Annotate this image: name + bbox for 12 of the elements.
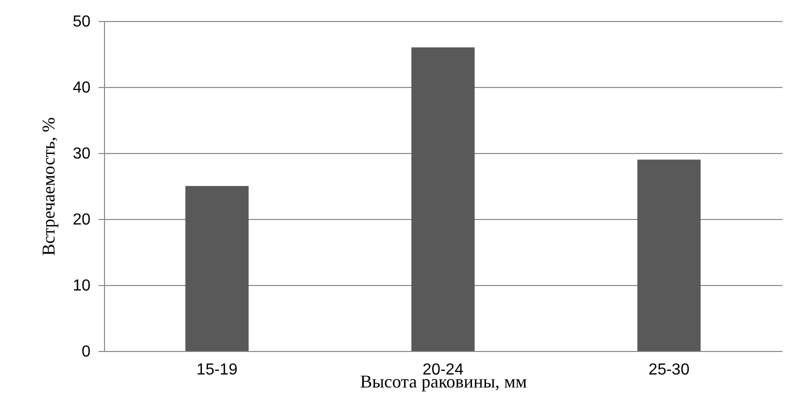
y-tick-label: 20 [72,212,91,228]
y-axis-title: Встречаемость, % [38,117,59,256]
y-tick-label: 40 [72,80,91,96]
y-tick-label: 0 [82,344,91,360]
y-tick-label: 10 [72,278,91,294]
bar [637,160,701,351]
bar [185,186,249,351]
bar [411,47,475,351]
y-tick-label: 30 [72,146,91,162]
x-tick-label: 25-30 [648,362,690,378]
y-tick-label: 50 [72,14,91,30]
x-tick-label: 15-19 [196,362,238,378]
